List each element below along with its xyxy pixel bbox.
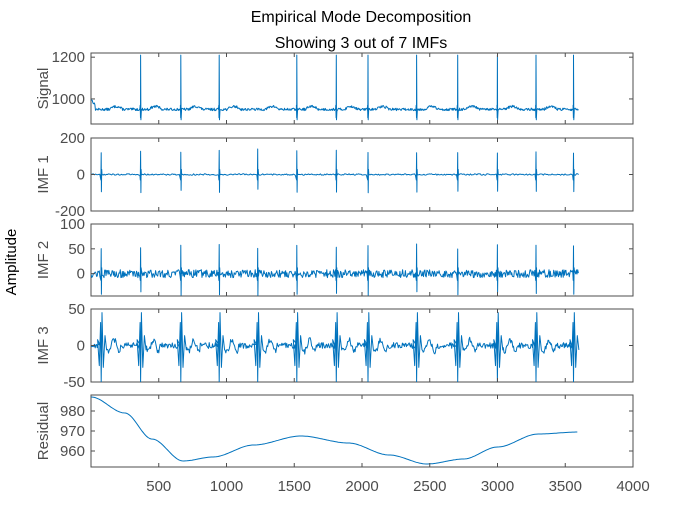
panel-ylabel-residual: Residual bbox=[35, 402, 52, 460]
y-tick-label-signal: 1000 bbox=[52, 91, 85, 108]
y-tick-label-residual: 970 bbox=[60, 423, 85, 440]
y-tick-label-imf-2: 100 bbox=[60, 216, 85, 233]
chart-title: Empirical Mode Decomposition bbox=[251, 9, 472, 26]
panel-ylabel-imf-2: IMF 2 bbox=[35, 241, 52, 279]
y-tick-label-signal: 1200 bbox=[52, 49, 85, 66]
x-tick-label: 500 bbox=[146, 478, 171, 495]
x-tick-label: 1000 bbox=[210, 478, 243, 495]
panel-frame-signal bbox=[90, 52, 634, 125]
series-line-imf-3 bbox=[91, 312, 580, 382]
y-tick-label-imf-2: 50 bbox=[68, 241, 85, 258]
y-tick-label-imf-3: 50 bbox=[68, 301, 85, 318]
x-tick-label: 3000 bbox=[481, 478, 514, 495]
series-line-imf-1 bbox=[91, 148, 579, 194]
x-tick-label: 2500 bbox=[413, 478, 446, 495]
panel-ylabel-signal: Signal bbox=[35, 68, 52, 110]
y-tick-label-imf-3: 0 bbox=[77, 338, 85, 355]
panel-ylabel-imf-1: IMF 1 bbox=[35, 155, 52, 193]
chart-subtitle: Showing 3 out of 7 IMFs bbox=[275, 35, 448, 52]
y-tick-label-residual: 980 bbox=[60, 403, 85, 420]
x-tick-label: 4000 bbox=[616, 478, 649, 495]
x-tick-label: 1500 bbox=[278, 478, 311, 495]
x-tick-label: 2000 bbox=[345, 478, 378, 495]
panel-frame-imf-2 bbox=[90, 223, 634, 297]
y-axis-label: Amplitude bbox=[3, 229, 20, 296]
y-tick-label-imf-2: 0 bbox=[77, 266, 85, 283]
y-tick-label-imf-1: 0 bbox=[77, 167, 85, 184]
y-tick-label-imf-1: 200 bbox=[60, 130, 85, 147]
series-line-signal bbox=[91, 54, 579, 121]
y-tick-label-imf-3: -50 bbox=[63, 374, 85, 391]
y-tick-label-imf-1: -200 bbox=[55, 203, 85, 220]
panel-frame-residual bbox=[90, 394, 634, 468]
x-tick-label: 3500 bbox=[549, 478, 582, 495]
series-line-residual bbox=[91, 396, 578, 465]
y-tick-label-residual: 960 bbox=[60, 443, 85, 460]
panel-ylabel-imf-3: IMF 3 bbox=[35, 326, 52, 364]
